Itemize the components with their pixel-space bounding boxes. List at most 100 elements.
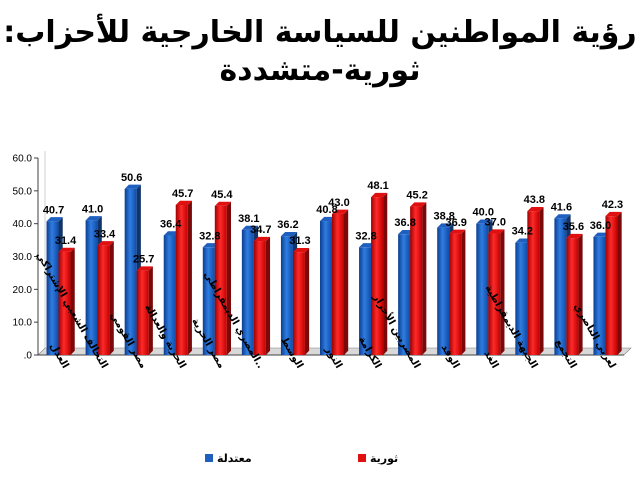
bar (332, 213, 344, 355)
y-tick-label: 50.0 (13, 186, 33, 197)
bar-side (383, 192, 388, 355)
title-line-1: رؤية المواطنين للسياسة الخارجية للأحزاب: (3, 15, 637, 50)
bar (46, 221, 59, 355)
bar-top (124, 184, 141, 189)
data-label: 31.3 (289, 235, 310, 247)
bar-side (109, 241, 114, 355)
bar-side (617, 211, 622, 355)
bar (214, 205, 227, 355)
bar-side (539, 206, 544, 355)
bar (124, 188, 137, 355)
data-label: 35.6 (563, 221, 584, 233)
data-label: 32.8 (355, 230, 376, 242)
bar-side (265, 236, 271, 355)
bar (476, 223, 489, 355)
legend-swatch (358, 454, 366, 462)
y-tick-label: 60.0 (13, 154, 33, 165)
title-line-2: ثورية-متشددة (219, 53, 421, 88)
data-label: 38.8 (433, 211, 454, 223)
bar-top (136, 266, 153, 271)
bar (605, 216, 618, 355)
bar-top (449, 229, 466, 234)
legend-swatch (205, 454, 213, 462)
bar (136, 270, 149, 355)
bar-top (85, 216, 102, 221)
bar-top (292, 248, 310, 253)
bar-top (97, 241, 114, 246)
bar (175, 204, 188, 355)
bar-top (241, 225, 259, 230)
data-label: 40.7 (43, 204, 64, 216)
data-label: 36.4 (160, 218, 182, 230)
bar-side (226, 201, 231, 355)
bar (241, 229, 254, 355)
bar (566, 238, 579, 355)
chart-value-labels: 40.7 31.4 41.0 33.4 50.6 25.7 36.4 45.7 32.8 45.4… (43, 172, 623, 266)
bar-top (175, 200, 192, 205)
bar-top (437, 223, 454, 228)
bar-top (566, 233, 583, 239)
bar-side (422, 202, 427, 355)
data-label: 34.7 (250, 224, 271, 236)
bar (488, 233, 501, 355)
bar-top (214, 201, 231, 206)
bar (398, 234, 411, 355)
data-label: 45.2 (406, 190, 427, 202)
y-tick-label: 30.0 (13, 252, 33, 263)
bar-side (578, 233, 583, 355)
data-label: 42.3 (602, 199, 623, 211)
data-label: 41.6 (551, 201, 572, 213)
data-label: 36.9 (445, 217, 466, 229)
bar (58, 251, 71, 355)
y-tick-label: 40.0 (13, 219, 33, 230)
chart-title: رؤية المواطنين للسياسة الخارجية للأحزاب:… (0, 14, 640, 90)
bar-top (476, 219, 493, 224)
chart-bars (46, 184, 622, 355)
bar-top (253, 236, 271, 242)
bar (449, 233, 462, 355)
bar-side (187, 200, 192, 355)
bar (527, 211, 540, 355)
y-tick-label: 20.0 (13, 285, 33, 296)
data-label: 36.8 (394, 217, 415, 229)
bar-side (304, 248, 310, 355)
bar-side (70, 247, 75, 355)
bar (253, 241, 266, 355)
legend-label: معتدلة (217, 452, 252, 465)
bar (593, 236, 606, 355)
bar (410, 206, 423, 355)
bar-side (344, 209, 349, 355)
data-label: 33.4 (94, 228, 116, 240)
bar (320, 221, 332, 355)
bar-top (46, 217, 63, 222)
bar (437, 227, 450, 355)
data-label: 36.2 (277, 219, 298, 231)
bar-top (527, 206, 544, 212)
data-label: 45.7 (172, 188, 193, 200)
data-label: 41.0 (82, 203, 103, 215)
data-label: 43.8 (524, 194, 545, 206)
bar (554, 218, 567, 355)
bar (163, 235, 176, 355)
data-label: 43.0 (328, 197, 349, 209)
data-label: 36.0 (590, 220, 611, 232)
bar (202, 247, 215, 355)
chart-legend: معتدلة ثورية (205, 452, 398, 465)
bar-top (332, 209, 349, 214)
bar (515, 242, 528, 355)
data-label: 50.6 (121, 172, 142, 184)
bar-top (554, 214, 571, 219)
bar (371, 197, 384, 355)
data-label: 34.2 (512, 226, 533, 238)
bar (97, 245, 110, 355)
bar (292, 252, 305, 355)
bar-side (461, 229, 466, 355)
bar (359, 247, 372, 355)
bar (85, 220, 98, 355)
data-label: 40.8 (316, 204, 337, 216)
bar-top (488, 229, 505, 234)
y-tick-label: .0 (24, 351, 33, 362)
bar (280, 236, 293, 355)
data-label: 38.1 (238, 213, 259, 225)
